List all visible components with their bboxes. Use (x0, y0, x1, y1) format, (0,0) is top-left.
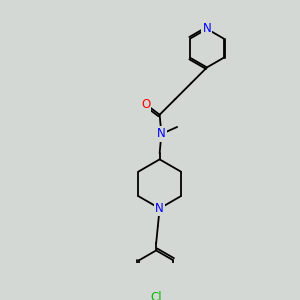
Text: N: N (155, 202, 164, 215)
Text: N: N (157, 128, 166, 140)
Text: N: N (202, 22, 211, 35)
Text: Cl: Cl (150, 291, 162, 300)
Text: O: O (141, 98, 150, 111)
